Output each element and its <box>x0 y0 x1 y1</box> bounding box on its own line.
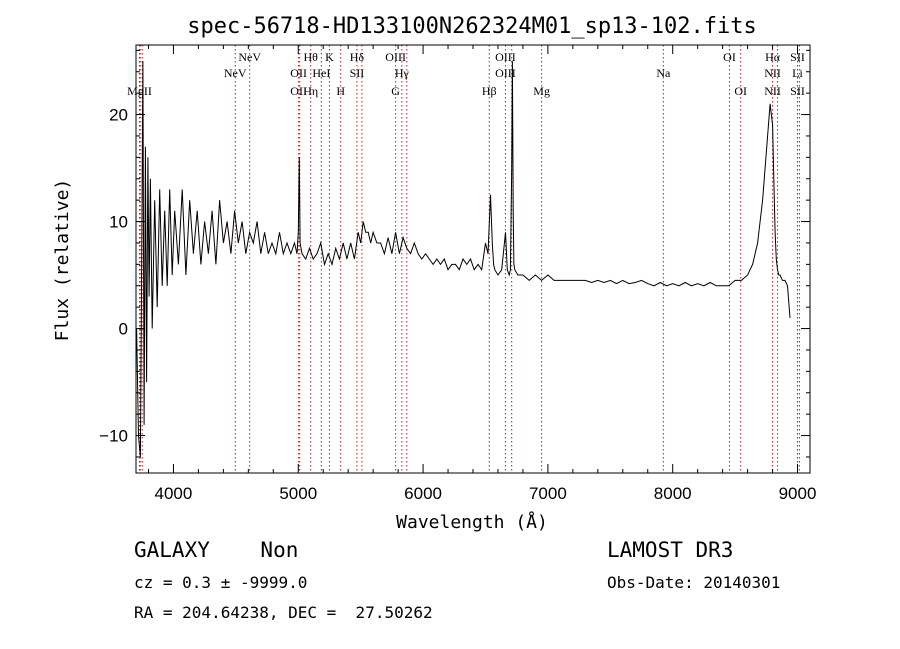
line-marker-label: H <box>336 84 345 98</box>
line-marker-label: OIII <box>495 66 516 80</box>
y-axis: −10 0 10 20 <box>99 49 810 458</box>
line-marker-label: OII <box>290 84 307 98</box>
line-marker-label: OIII <box>495 50 516 64</box>
survey-label: LAMOST DR3 <box>607 538 734 562</box>
y-tick-label: 0 <box>119 320 128 339</box>
line-marker-label: NII <box>764 84 781 98</box>
line-marker-label: NeV <box>238 50 261 64</box>
line-marker-label: NeV <box>224 66 247 80</box>
x-axis: 4000 5000 6000 7000 8000 9000 <box>147 45 817 503</box>
line-marker-label: G <box>391 84 400 98</box>
x-tick-label: 5000 <box>279 484 317 503</box>
line-marker-label: Li <box>792 66 803 80</box>
line-marker-label: SII <box>350 66 365 80</box>
x-tick-label: 9000 <box>779 484 817 503</box>
cz-line: cz = 0.3 ± -9999.0 <box>134 573 308 592</box>
line-marker-label: Hθ <box>304 50 319 64</box>
line-marker-label: Na <box>656 66 671 80</box>
x-tick-label: 8000 <box>654 484 692 503</box>
line-markers <box>138 45 800 473</box>
line-marker-label: K <box>325 50 334 64</box>
line-marker-label: OII <box>290 66 307 80</box>
line-marker-label: SII <box>790 50 805 64</box>
x-tick-label: 4000 <box>155 484 193 503</box>
y-axis-label: Flux (relative) <box>52 179 73 342</box>
line-marker-label: Hβ <box>482 84 497 98</box>
line-marker-label: OIII <box>385 50 406 64</box>
x-tick-label: 6000 <box>404 484 442 503</box>
line-marker-label: Hα <box>765 50 781 64</box>
chart-title: spec-56718-HD133100N262324M01_sp13-102.f… <box>187 14 757 39</box>
y-tick-label: 10 <box>109 213 128 232</box>
line-marker-label: SII <box>790 84 805 98</box>
obs-date: Obs-Date: 20140301 <box>607 573 781 592</box>
line-marker-label: MgII <box>127 84 152 98</box>
spectrum-line <box>136 61 791 457</box>
line-marker-label: HeI <box>312 66 330 80</box>
x-axis-label: Wavelength (Å) <box>396 511 548 533</box>
line-marker-label: OI <box>734 84 747 98</box>
plot-frame <box>135 44 811 474</box>
y-tick-label: 20 <box>109 106 128 125</box>
line-marker-label: NII <box>764 66 781 80</box>
radec-line: RA = 204.64238, DEC = 27.50262 <box>134 603 433 622</box>
line-marker-label: Hδ <box>350 50 365 64</box>
class-label: GALAXY Non <box>134 538 299 562</box>
line-marker-label: OI <box>723 50 736 64</box>
y-tick-label: −10 <box>99 427 128 446</box>
line-marker-label: Mg <box>533 84 550 98</box>
x-tick-label: 7000 <box>529 484 567 503</box>
line-marker-label: Hγ <box>395 66 410 80</box>
line-marker-labels: MgII NeV NeV OII OII Hθ Hη HeI K H Hδ SII OIII G Hγ Hβ O… <box>127 50 805 98</box>
line-marker-label: Hη <box>303 84 318 98</box>
